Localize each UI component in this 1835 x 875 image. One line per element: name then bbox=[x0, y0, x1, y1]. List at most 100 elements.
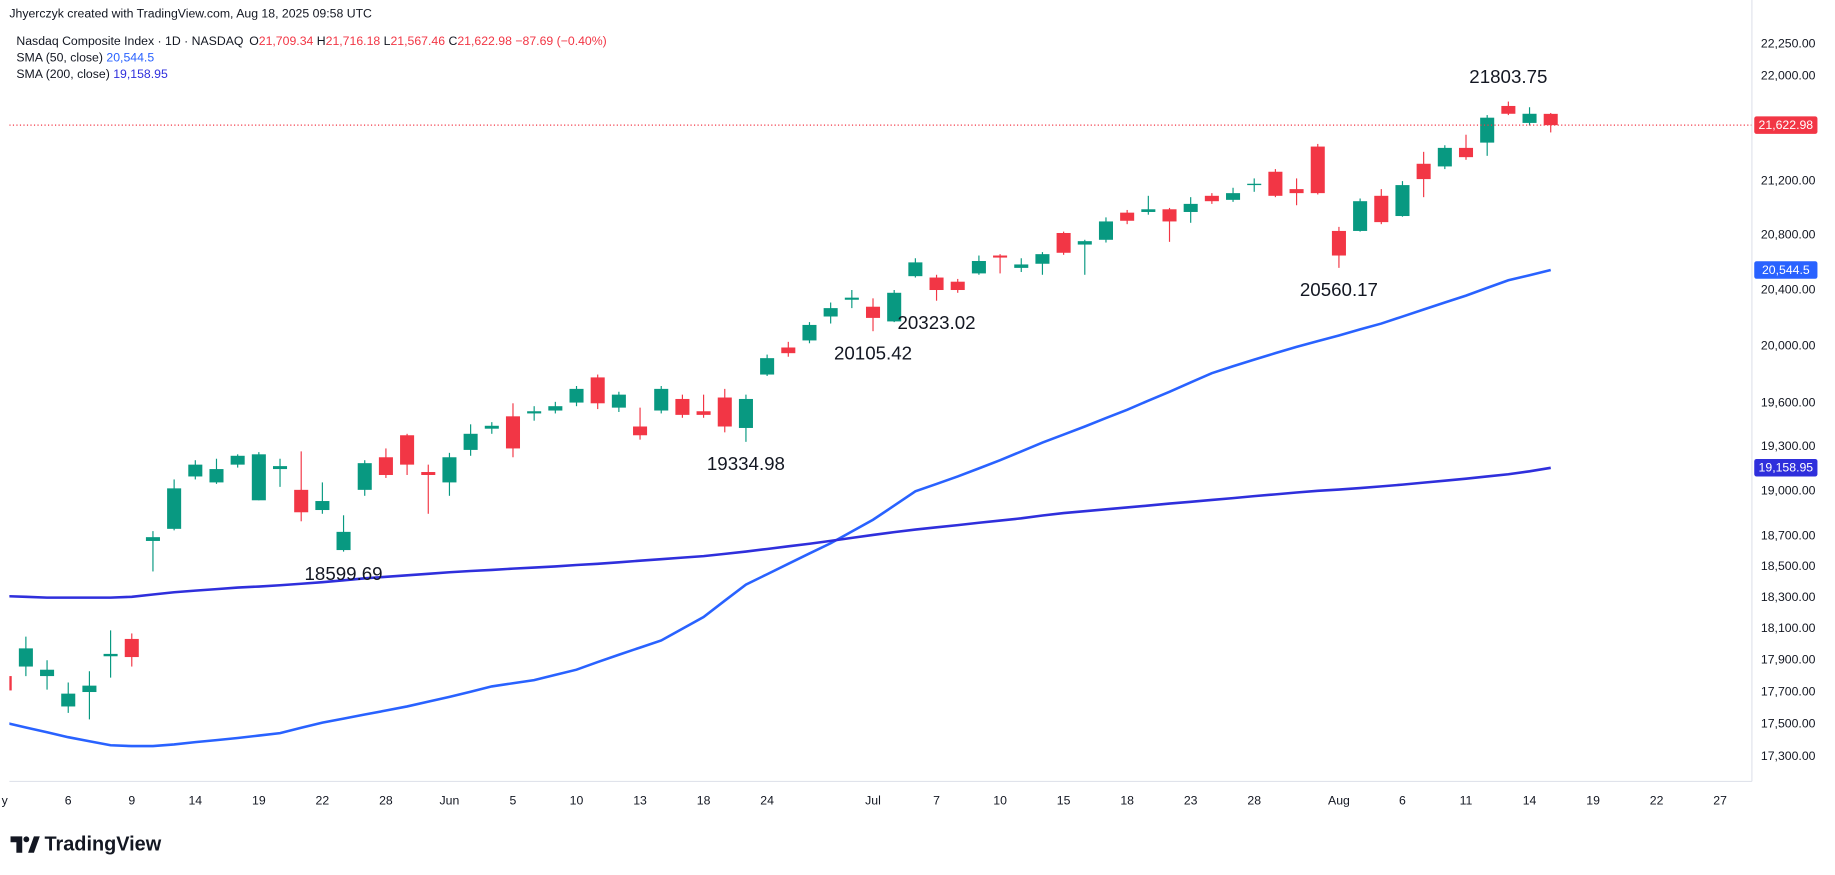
low-label: L bbox=[384, 34, 391, 48]
candle-body bbox=[188, 464, 203, 477]
plot-area bbox=[9, 101, 1752, 748]
x-tick-label: Jul bbox=[865, 794, 881, 808]
candle-body bbox=[1077, 241, 1092, 245]
annotation: 20105.42 bbox=[834, 343, 912, 364]
candle-body bbox=[336, 531, 351, 551]
x-tick-label: Aug bbox=[1328, 794, 1350, 808]
x-tick-label: 27 bbox=[1713, 794, 1727, 808]
candle-body bbox=[548, 406, 563, 411]
candle-body bbox=[1310, 146, 1325, 194]
x-tick-label: 10 bbox=[570, 794, 584, 808]
x-tick-label: 14 bbox=[188, 794, 202, 808]
y-tick-label: 18,100.00 bbox=[1761, 621, 1816, 635]
y-tick-label: 18,500.00 bbox=[1761, 559, 1816, 573]
candle-body bbox=[1353, 201, 1368, 231]
candle-body bbox=[124, 638, 139, 658]
candle-body bbox=[717, 397, 732, 427]
candle-body bbox=[633, 426, 648, 436]
candle-body bbox=[272, 466, 288, 470]
candle-body bbox=[590, 377, 605, 404]
x-tick-label: Jun bbox=[440, 794, 460, 808]
candle-body bbox=[887, 292, 902, 322]
x-tick-label: 6 bbox=[65, 794, 72, 808]
candle-body bbox=[421, 472, 436, 475]
change: −87.69 (−0.40%) bbox=[515, 34, 606, 48]
close-label: C bbox=[448, 34, 457, 48]
candle-body bbox=[1458, 147, 1474, 158]
candle-body bbox=[1395, 185, 1410, 217]
candle-body bbox=[484, 425, 499, 429]
sma-line bbox=[9, 268, 1552, 748]
sma-line bbox=[9, 466, 1551, 599]
candle-body bbox=[1289, 189, 1304, 194]
x-tick-label: 19 bbox=[1586, 794, 1600, 808]
y-tick-label: 18,700.00 bbox=[1761, 529, 1816, 543]
axes: 22,250.00 22,000.00 21,200.00 20,800.00 20,4… bbox=[2, 36, 1818, 808]
sma-value: 19,158.95 bbox=[113, 67, 168, 81]
legend-sma200: SMA (200, close) 19,158.95 bbox=[16, 67, 168, 81]
y-tick-label: 22,250.00 bbox=[1761, 36, 1816, 50]
candle-body bbox=[1522, 113, 1537, 123]
candle-body bbox=[865, 306, 881, 318]
candle-body bbox=[738, 398, 753, 428]
y-tick-label: 21,200.00 bbox=[1761, 173, 1816, 187]
logo-icon bbox=[23, 836, 30, 843]
x-tick-label: 23 bbox=[1184, 794, 1198, 808]
candle-body bbox=[844, 297, 859, 300]
candle-body bbox=[908, 262, 923, 277]
x-tick-label: 22 bbox=[1650, 794, 1664, 808]
annotation: 19334.98 bbox=[707, 453, 785, 474]
brand: TradingView bbox=[44, 833, 161, 855]
candle-body bbox=[527, 411, 542, 414]
y-tick-label: 18,300.00 bbox=[1761, 590, 1816, 604]
high-label: H bbox=[317, 34, 326, 48]
y-tick-label: 20,400.00 bbox=[1761, 282, 1816, 296]
x-tick-label: 9 bbox=[128, 794, 135, 808]
candle-body bbox=[823, 308, 838, 317]
candle-body bbox=[760, 358, 775, 375]
candle-body bbox=[1416, 163, 1431, 180]
x-tick-label: 24 bbox=[760, 794, 774, 808]
annotation: 20323.02 bbox=[897, 312, 975, 333]
candle-body bbox=[1098, 221, 1113, 240]
candle-body bbox=[315, 501, 330, 511]
legend-main: Nasdaq Composite Index · 1D · NASDAQ O21… bbox=[16, 34, 606, 48]
candle-body bbox=[1268, 171, 1283, 196]
annotation: 18599.69 bbox=[305, 563, 383, 584]
y-tick-label: 20,800.00 bbox=[1761, 227, 1816, 241]
price-badge-label: 19,158.95 bbox=[1759, 461, 1814, 475]
y-tick-label: 20,000.00 bbox=[1761, 338, 1816, 352]
x-tick-label: y bbox=[2, 794, 9, 808]
low-value: 21,567.46 bbox=[390, 34, 445, 48]
candle-body bbox=[1014, 264, 1029, 268]
candle-body bbox=[40, 669, 55, 677]
x-tick-label: 22 bbox=[316, 794, 330, 808]
x-tick-label: 18 bbox=[1120, 794, 1134, 808]
candle-body bbox=[1056, 232, 1071, 253]
y-tick-label: 17,500.00 bbox=[1761, 716, 1816, 730]
candle-body bbox=[400, 435, 415, 465]
candle-body bbox=[442, 457, 457, 483]
logo-icon bbox=[28, 836, 40, 853]
candle-body bbox=[1035, 254, 1050, 264]
candle-body bbox=[294, 489, 309, 513]
x-tick-label: 5 bbox=[510, 794, 517, 808]
candle-body bbox=[1162, 209, 1177, 222]
candle-body bbox=[1247, 183, 1262, 186]
candle-body bbox=[696, 411, 711, 415]
symbol: Nasdaq Composite Index · 1D · NASDAQ bbox=[16, 34, 243, 48]
candle-body bbox=[103, 653, 118, 657]
candle-body bbox=[1226, 193, 1241, 200]
candle-body bbox=[251, 454, 266, 501]
logo-icon bbox=[10, 836, 23, 853]
high-value: 21,716.18 bbox=[326, 34, 381, 48]
candle-body bbox=[209, 469, 224, 483]
candle-body bbox=[929, 277, 944, 291]
candle-body bbox=[993, 255, 1008, 258]
candle-body bbox=[1183, 203, 1198, 212]
annotation: 21803.75 bbox=[1469, 66, 1547, 87]
price-badge bbox=[1754, 458, 1818, 477]
candle-body bbox=[1437, 147, 1452, 167]
